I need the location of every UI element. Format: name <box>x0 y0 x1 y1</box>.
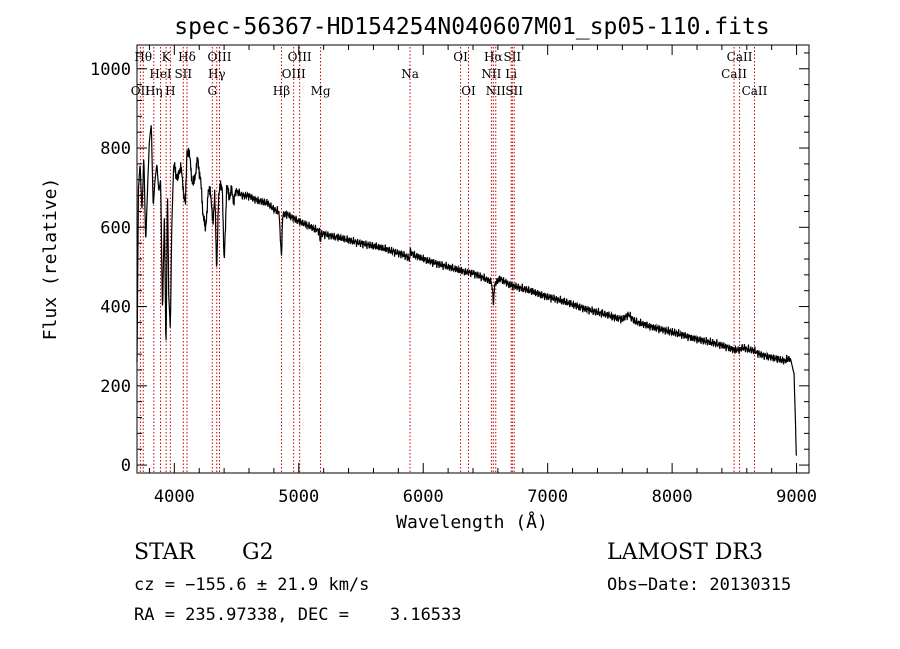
line-marker-label: Na <box>401 67 419 81</box>
axis-tick-labels: 4000 5000 6000 7000 8000 9000 0 200 400 600 800 100… <box>90 60 817 507</box>
redshift-text: cz = −155.6 ± 21.9 km/s <box>134 575 369 595</box>
line-marker-label: Hη <box>145 84 163 98</box>
x-tick-label: 6000 <box>403 487 444 507</box>
line-marker-label: Hθ <box>134 50 152 64</box>
axis-ticks <box>137 45 809 473</box>
y-axis-label: Flux (relative) <box>40 178 61 341</box>
chart-title: spec-56367-HD154254N040607M01_sp05-110.f… <box>174 14 769 40</box>
y-tick-label: 600 <box>100 218 131 238</box>
line-marker-label: Mg <box>311 84 331 98</box>
line-marker-label: K <box>162 50 172 64</box>
line-marker-label: G <box>207 84 217 98</box>
line-markers <box>139 47 755 473</box>
line-marker-label: OIII <box>288 50 312 64</box>
line-marker-label: OI <box>461 84 476 98</box>
y-tick-label: 200 <box>100 377 131 397</box>
y-tick-label: 400 <box>100 298 131 318</box>
x-tick-label: 9000 <box>776 487 817 507</box>
object-subclass: G2 <box>242 540 274 565</box>
x-tick-label: 4000 <box>154 487 195 507</box>
line-marker-label: OI <box>453 50 468 64</box>
x-axis-label: Wavelength (Å) <box>396 511 548 533</box>
obs-date: Obs−Date: 20130315 <box>607 575 791 595</box>
line-marker-label: CaII <box>721 67 747 81</box>
line-marker-label: Hδ <box>178 50 196 64</box>
survey-name: LAMOST DR3 <box>607 540 763 565</box>
line-marker-label: OIII <box>282 67 306 81</box>
line-marker-label: OII <box>131 84 151 98</box>
line-marker-label: SII <box>503 50 521 64</box>
y-tick-label: 800 <box>100 139 131 159</box>
y-tick-label: 0 <box>121 456 131 476</box>
line-marker-label: SII <box>505 84 523 98</box>
y-tick-label: 1000 <box>90 60 131 80</box>
coordinates: RA = 235.97338, DEC = 3.16533 <box>134 605 462 625</box>
x-tick-label: 5000 <box>278 487 319 507</box>
plot-frame <box>136 44 810 474</box>
x-tick-label: 7000 <box>527 487 568 507</box>
line-marker-label: Li <box>505 67 517 81</box>
line-marker-label: Hγ <box>208 67 226 81</box>
line-marker-label: OIII <box>207 50 231 64</box>
line-marker-label: CaII <box>742 84 768 98</box>
line-marker-label: NII <box>486 84 506 98</box>
x-tick-label: 8000 <box>652 487 693 507</box>
object-class: STAR <box>134 540 196 565</box>
line-marker-label: HeI <box>149 67 172 81</box>
flux-series-line <box>136 125 797 456</box>
line-marker-label: CaII <box>727 50 753 64</box>
line-marker-labels: OII Hθ Hη HeI K H SII Hδ G Hγ OIII Hβ OIII OIII Mg Na OI… <box>131 50 768 98</box>
line-marker-label: NII <box>481 67 501 81</box>
line-marker-label: H <box>165 84 175 98</box>
line-marker-label: Hα <box>484 50 503 64</box>
line-marker-label: Hβ <box>273 84 290 98</box>
line-marker-label: SII <box>174 67 192 81</box>
